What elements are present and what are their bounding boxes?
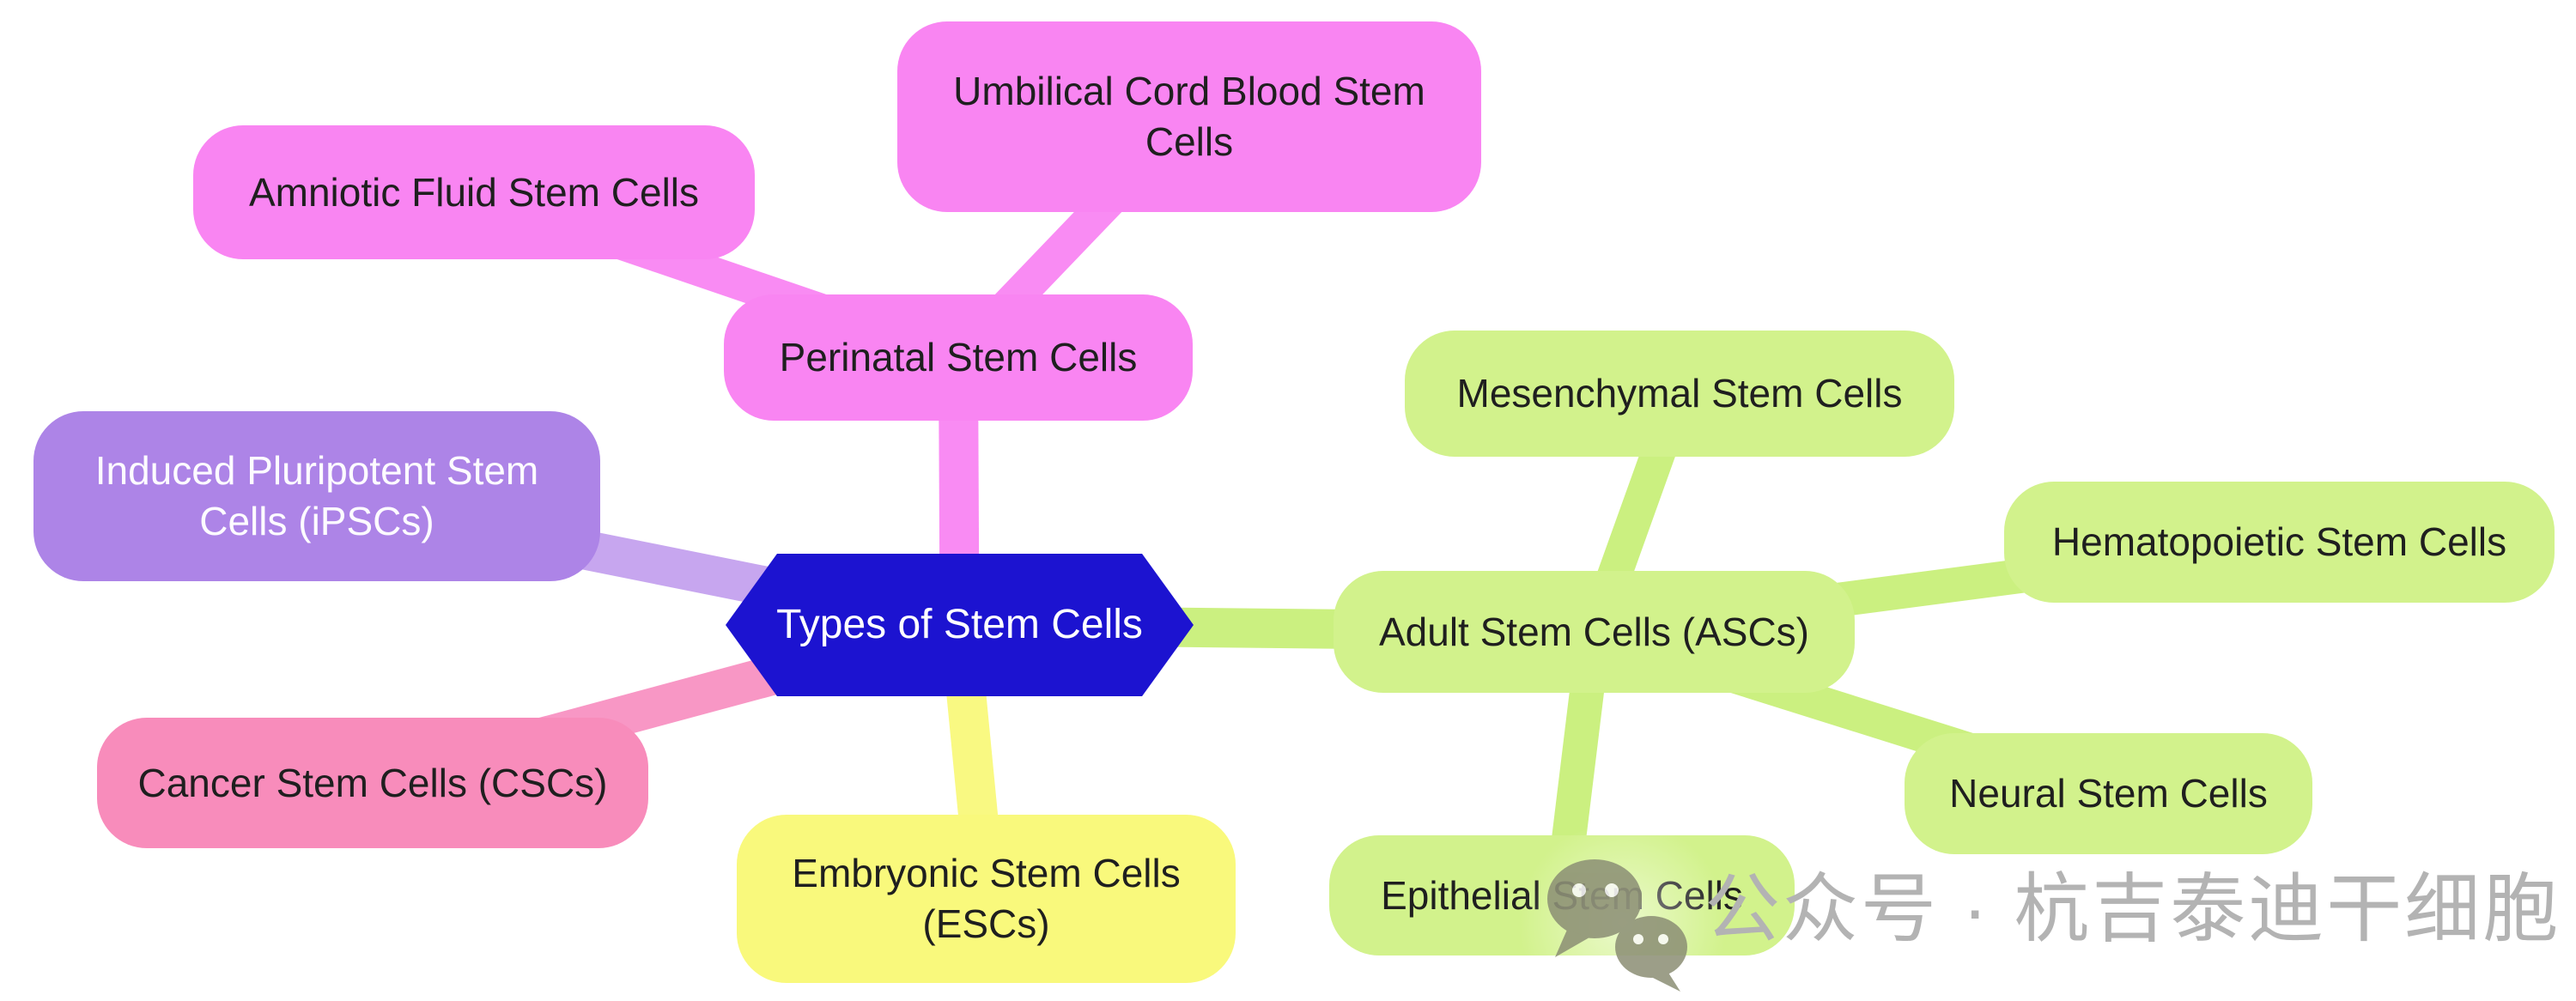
node-mesenchymal: Mesenchymal Stem Cells xyxy=(1405,331,1954,457)
node-root: Types of Stem Cells xyxy=(726,554,1194,696)
node-amniotic: Amniotic Fluid Stem Cells xyxy=(193,125,755,259)
node-cancer: Cancer Stem Cells (CSCs) xyxy=(97,718,648,848)
node-perinatal: Perinatal Stem Cells xyxy=(724,294,1193,421)
node-neural: Neural Stem Cells xyxy=(1905,733,2312,854)
node-umbilical: Umbilical Cord Blood Stem Cells xyxy=(897,21,1481,212)
node-epithelial: Epithelial Stem Cells xyxy=(1329,835,1795,956)
node-hematopoietic: Hematopoietic Stem Cells xyxy=(2004,482,2555,603)
node-ipsc: Induced Pluripotent Stem Cells (iPSCs) xyxy=(33,411,600,581)
node-embryonic: Embryonic Stem Cells (ESCs) xyxy=(737,815,1236,983)
node-adult: Adult Stem Cells (ASCs) xyxy=(1334,571,1855,693)
